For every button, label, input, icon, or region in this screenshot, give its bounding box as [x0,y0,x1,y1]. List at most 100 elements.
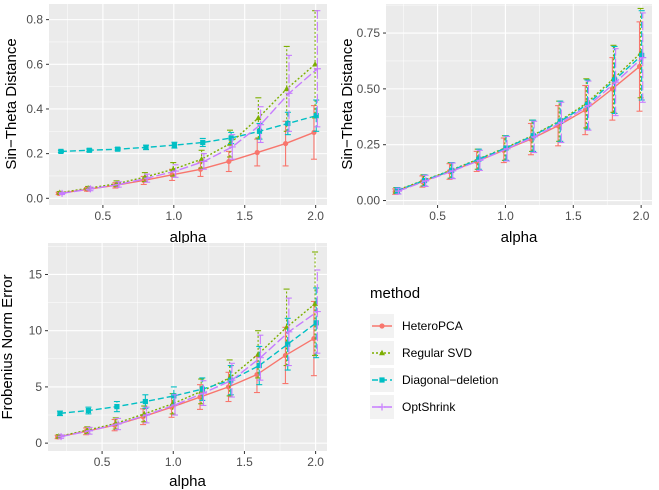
plus-icon [378,403,386,411]
data-point [639,52,645,58]
x-axis-label: alpha [169,473,206,490]
data-point [86,185,94,193]
series-plus [394,12,647,195]
error-bar [314,10,321,128]
legend-item: Regular SVD [370,341,472,365]
data-point [611,77,618,83]
data-point [254,149,260,156]
data-point [255,114,262,121]
series-line [58,303,316,438]
data-point [584,101,590,108]
x-tick-label: 1.0 [165,455,182,469]
data-point [256,362,262,369]
data-point [143,174,151,182]
data-point [476,156,482,162]
x-tick-label: 0.5 [94,455,111,469]
data-point [503,145,509,151]
data-point [85,407,92,414]
y-tick-label: 15 [29,267,43,281]
data-point [58,189,66,197]
data-point [449,167,457,175]
circle-icon [379,323,385,329]
error-bar [171,394,178,416]
gridlines [49,4,327,205]
data-point [282,140,289,147]
x-axis-label: alpha [170,229,207,246]
y-axis-label: Sin−Theta Distance [3,38,20,169]
data-point [256,354,264,362]
y-tick-label: 0.8 [26,13,43,27]
y-tick-label: 0.00 [357,194,381,208]
data-point [86,427,94,435]
series-plus [58,10,321,197]
data-point [171,401,179,409]
x-tick-label: 1.0 [165,209,182,223]
x-tick-label: 0.5 [429,209,446,223]
data-point [612,78,620,86]
y-tick-label: 10 [29,324,43,338]
data-point [476,156,484,164]
series-plus [57,269,321,441]
x-tick-label: 2.0 [307,455,324,469]
data-point [394,187,400,194]
series-line [60,311,318,438]
x-tick-label: 2.0 [633,209,650,223]
error-bar [285,297,292,367]
data-point [55,433,62,439]
data-point [228,135,234,141]
plot-background [386,4,652,205]
legend-item: OptShrink [370,395,456,419]
data-point [115,146,121,152]
data-point [225,384,232,390]
data-point [256,128,263,134]
error-bar [313,99,320,132]
data-point [172,167,180,175]
series-group [55,10,321,197]
data-point [422,177,430,185]
error-bar [284,317,291,371]
error-bar [611,45,618,114]
data-point [257,121,265,129]
data-point [115,180,123,188]
series-square [57,99,320,154]
plot-background [48,243,327,451]
series-line [59,63,316,194]
y-tick-label: 0.4 [26,102,43,116]
data-point [200,139,206,146]
legend-title: method [370,285,420,302]
error-bar [530,119,537,152]
y-tick-label: 0 [35,436,42,450]
data-point [198,156,205,162]
data-point [557,118,565,126]
error-bar [638,10,645,101]
data-point [171,393,177,399]
data-point [313,65,321,73]
data-point [199,389,207,397]
chart-panel-3: 0.5 1.0 1.5 2.0 0 5 10 15 alpha Frobenius Norm Er… [0,243,327,490]
legend-label: OptShrink [402,400,456,414]
x-tick-label: 1.5 [236,209,253,223]
data-point [313,113,319,119]
data-point [312,300,319,306]
data-point [143,144,149,150]
y-axis-label: Sin−Theta Distance [339,38,356,169]
series-line [397,54,643,192]
y-tick-label: 5 [35,380,42,394]
data-point [114,420,122,428]
data-point [285,120,291,127]
data-point [143,411,151,419]
data-point [311,335,317,342]
data-point [530,133,536,139]
data-point [394,187,402,195]
y-tick-label: 0.25 [357,138,381,152]
series-line [398,57,644,192]
data-point [530,133,538,141]
chart-panel-1: 0.5 1.0 1.5 2.0 0.0 0.2 0.4 0.6 0.8 alpha Sin−Thet… [3,4,327,246]
x-axis-label: alpha [501,229,538,246]
data-point [285,341,291,347]
data-point [584,102,592,110]
x-tick-label: 2.0 [307,209,324,223]
plot-background [49,4,327,205]
data-point [170,166,177,172]
